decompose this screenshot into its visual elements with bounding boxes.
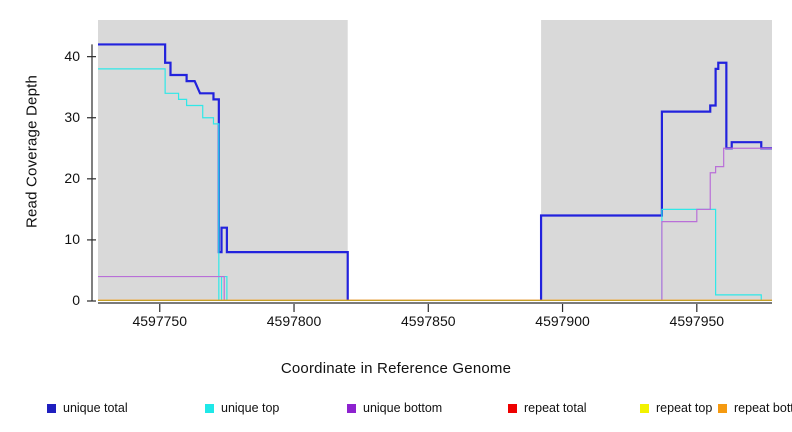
legend-label: unique bottom xyxy=(363,401,443,415)
legend-label: unique total xyxy=(63,401,128,415)
legend-item-unique-bottom[interactable]: unique bottom xyxy=(347,398,442,418)
y-tick-label: 30 xyxy=(64,108,80,125)
series-unique-bottom xyxy=(98,147,772,301)
y-tick-label: 10 xyxy=(64,230,80,247)
x-tick-label: 4597800 xyxy=(266,313,322,329)
x-axis-title: Coordinate in Reference Genome xyxy=(280,360,512,377)
legend-item-unique-top[interactable]: unique top xyxy=(205,398,279,418)
series-unique-total xyxy=(98,43,772,301)
x-tick-label: 4597850 xyxy=(401,313,456,329)
x-tick-label: 4597750 xyxy=(132,313,187,329)
legend-swatch-icon xyxy=(347,403,356,413)
legend-swatch-icon xyxy=(640,403,649,413)
legend-swatch-icon xyxy=(47,403,56,413)
legend-swatch-icon xyxy=(508,403,517,413)
legend-item-repeat-bottom[interactable]: repeat bottom xyxy=(718,398,792,418)
plot-area xyxy=(98,20,772,301)
chart-legend: unique total unique top unique bottom repea… xyxy=(0,398,792,420)
legend-item-repeat-top[interactable]: repeat top xyxy=(640,398,712,418)
y-tick-label: 20 xyxy=(64,169,80,186)
legend-label: repeat total xyxy=(524,401,587,415)
y-tick-label: 40 xyxy=(64,47,80,64)
legend-item-repeat-total[interactable]: repeat total xyxy=(508,398,587,418)
legend-item-unique-total[interactable]: unique total xyxy=(47,398,128,418)
y-axis-title: Read Coverage Depth xyxy=(23,74,41,229)
legend-label: repeat top xyxy=(656,401,713,415)
legend-swatch-icon xyxy=(718,403,727,413)
x-tick-label: 4597900 xyxy=(535,313,590,329)
shaded-band-0 xyxy=(98,20,348,301)
coverage-plot-svg xyxy=(98,20,772,301)
shaded-band-1 xyxy=(541,20,772,301)
legend-label: unique top xyxy=(221,401,280,415)
series-unique-top xyxy=(98,68,772,301)
x-tick-label: 4597950 xyxy=(669,313,725,329)
y-tick-label: 0 xyxy=(72,292,80,308)
legend-label: repeat bottom xyxy=(734,401,792,415)
legend-swatch-icon xyxy=(205,403,214,413)
